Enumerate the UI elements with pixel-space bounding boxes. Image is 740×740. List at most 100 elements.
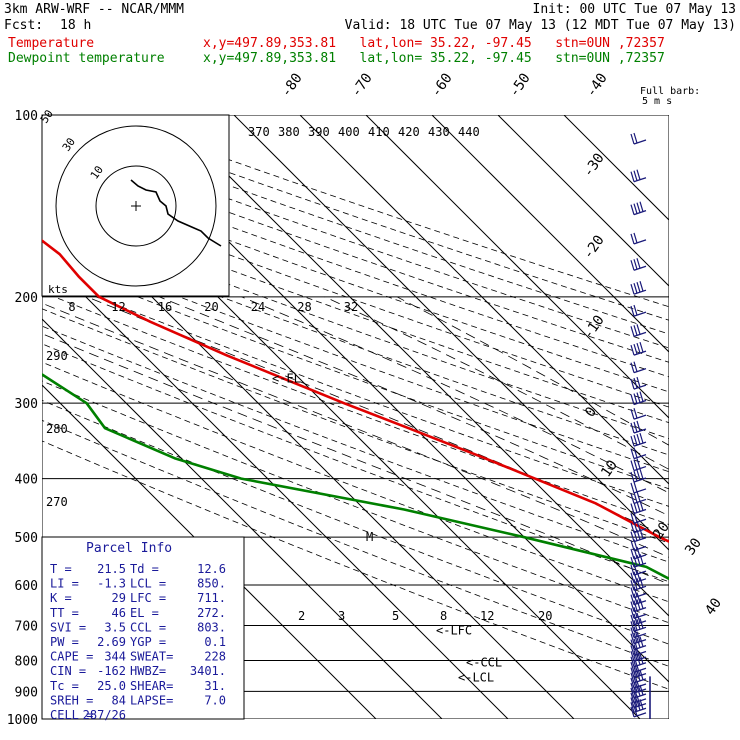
wind-barb-flag: [636, 324, 641, 335]
dry-adiabat-label: 280: [46, 422, 68, 436]
parcel-field-label: CELL =: [50, 708, 93, 722]
hodograph-trace: [130, 179, 222, 247]
wind-barb-staff: [633, 632, 647, 639]
theta-e-label: 390: [308, 125, 330, 139]
theta-e-label: 430: [428, 125, 450, 139]
wind-barb-flag: [636, 342, 641, 354]
wind-barb-flag: [633, 671, 638, 682]
wind-barb-flag: [639, 636, 644, 647]
hodograph-speed-label: 32: [344, 300, 358, 314]
wind-barb-flag: [636, 637, 641, 648]
wind-barb: [630, 258, 647, 271]
wind-legend-value: 5 m s: [642, 96, 672, 107]
wind-barb-flag: [633, 676, 638, 688]
pressure-label-1000: 1000: [7, 713, 38, 728]
isotherm-label: -20: [580, 232, 608, 262]
hodograph-speed-label: 12: [111, 300, 125, 314]
parcel-field-value: 803.: [197, 620, 226, 634]
isotherm-0: [299, 115, 669, 485]
hodograph-ring-label: 30: [60, 135, 78, 153]
parcel-field-value: 0.1: [204, 635, 226, 649]
wind-barb-flag: [630, 697, 635, 708]
parcel-field-label: SVI =: [50, 620, 86, 634]
isotherm-label: -70: [348, 70, 376, 100]
wind-barb-flag: [633, 377, 638, 389]
wind-barb: [630, 586, 647, 599]
wind-barb-staff: [633, 311, 647, 317]
dry-adiabat-label: 290: [46, 349, 68, 363]
forecast-label: Fcst:: [4, 18, 44, 33]
isotherm--20: [167, 115, 669, 617]
moist-adiabat-32: [324, 296, 669, 470]
wind-barbs: Full barb:5 m s: [630, 86, 700, 719]
parcel-field-value: 31.: [204, 679, 226, 693]
parcel-field-value: 25.0: [97, 679, 126, 693]
wind-barb: [630, 553, 647, 568]
wind-barb-flag: [633, 132, 638, 144]
isotherm-label: -40: [583, 70, 611, 100]
wind-barb: [630, 281, 647, 295]
wind-barb: [630, 684, 647, 699]
pressure-label-600: 600: [15, 579, 38, 594]
wind-barb-flag: [633, 555, 638, 567]
wind-barb: [630, 132, 647, 145]
isotherm-label: -60: [428, 70, 456, 100]
isotherm-10: [365, 115, 669, 419]
wind-barb-staff: [633, 712, 647, 718]
wind-barb-flag: [633, 579, 638, 590]
wind-barb: [630, 699, 647, 713]
forecast-hours: 18 h: [60, 18, 92, 33]
moist-adiabat-10: [42, 333, 669, 585]
wind-barb-flag: [630, 460, 635, 471]
wind-barb: [630, 607, 647, 619]
wind-barb-flag: [639, 653, 644, 664]
wind-barb-flag: [630, 572, 635, 583]
wind-barb-flag: [633, 686, 638, 698]
moist-adiabat-28: [241, 296, 669, 494]
dewpoint-location: x,y=497.89,353.81 lat,lon= 35.22, -97.45…: [203, 51, 665, 66]
theta-e-label: 370: [248, 125, 270, 139]
isotherm--80: [42, 384, 377, 719]
dry-adiabat-350: [42, 258, 669, 490]
hodograph-ring-label: 50: [38, 107, 56, 125]
wind-barb-flag: [636, 578, 641, 589]
parcel-info-title: Parcel Info: [86, 541, 172, 556]
wind-barb-flag: [636, 680, 641, 692]
level-annotation: <-LCL: [458, 670, 494, 684]
wind-barb-flag: [633, 530, 638, 541]
hodograph-ring-1: [95, 165, 177, 247]
sounding-profiles: [42, 238, 669, 581]
wind-barb-flag: [633, 361, 638, 372]
wind-barb-flag: [636, 612, 641, 624]
parcel-field-value: 21.5: [97, 562, 126, 576]
parcel-field-label: LCL =: [130, 577, 166, 591]
wind-barb-flag: [636, 670, 641, 681]
parcel-field-value: 711.: [197, 591, 226, 605]
wind-barb-staff: [633, 613, 647, 619]
theta-e-label: 440: [458, 125, 480, 139]
wind-barb-flag: [636, 501, 641, 512]
mixing-ratio-label: 2: [298, 609, 305, 623]
wind-barb-flag: [633, 407, 638, 419]
dry-adiabat-270: [42, 399, 669, 645]
wind-barb-flag: [636, 554, 641, 566]
wind-barb-flag: [636, 258, 641, 269]
wind-barb-flag: [630, 171, 635, 182]
wind-barb-flag: [630, 531, 635, 542]
isotherm-label: 20: [650, 519, 673, 542]
wind-barb-staff: [633, 545, 647, 552]
wind-barb-flag: [630, 284, 635, 295]
wind-barb: [630, 612, 647, 626]
wind-barb-flag: [636, 631, 641, 642]
wind-barb-staff: [633, 239, 647, 245]
wind-barb-flag: [630, 378, 635, 390]
isotherm-20: [431, 115, 669, 353]
wind-barb-flag: [633, 593, 638, 604]
wind-barb-flag: [639, 528, 644, 539]
wind-barb-flag: [633, 547, 638, 559]
wind-barb: [630, 570, 647, 584]
level-annotation: <-CCL: [466, 655, 502, 669]
parcel-field-label: SREH =: [50, 693, 93, 707]
wind-barb-flag: [633, 481, 638, 493]
